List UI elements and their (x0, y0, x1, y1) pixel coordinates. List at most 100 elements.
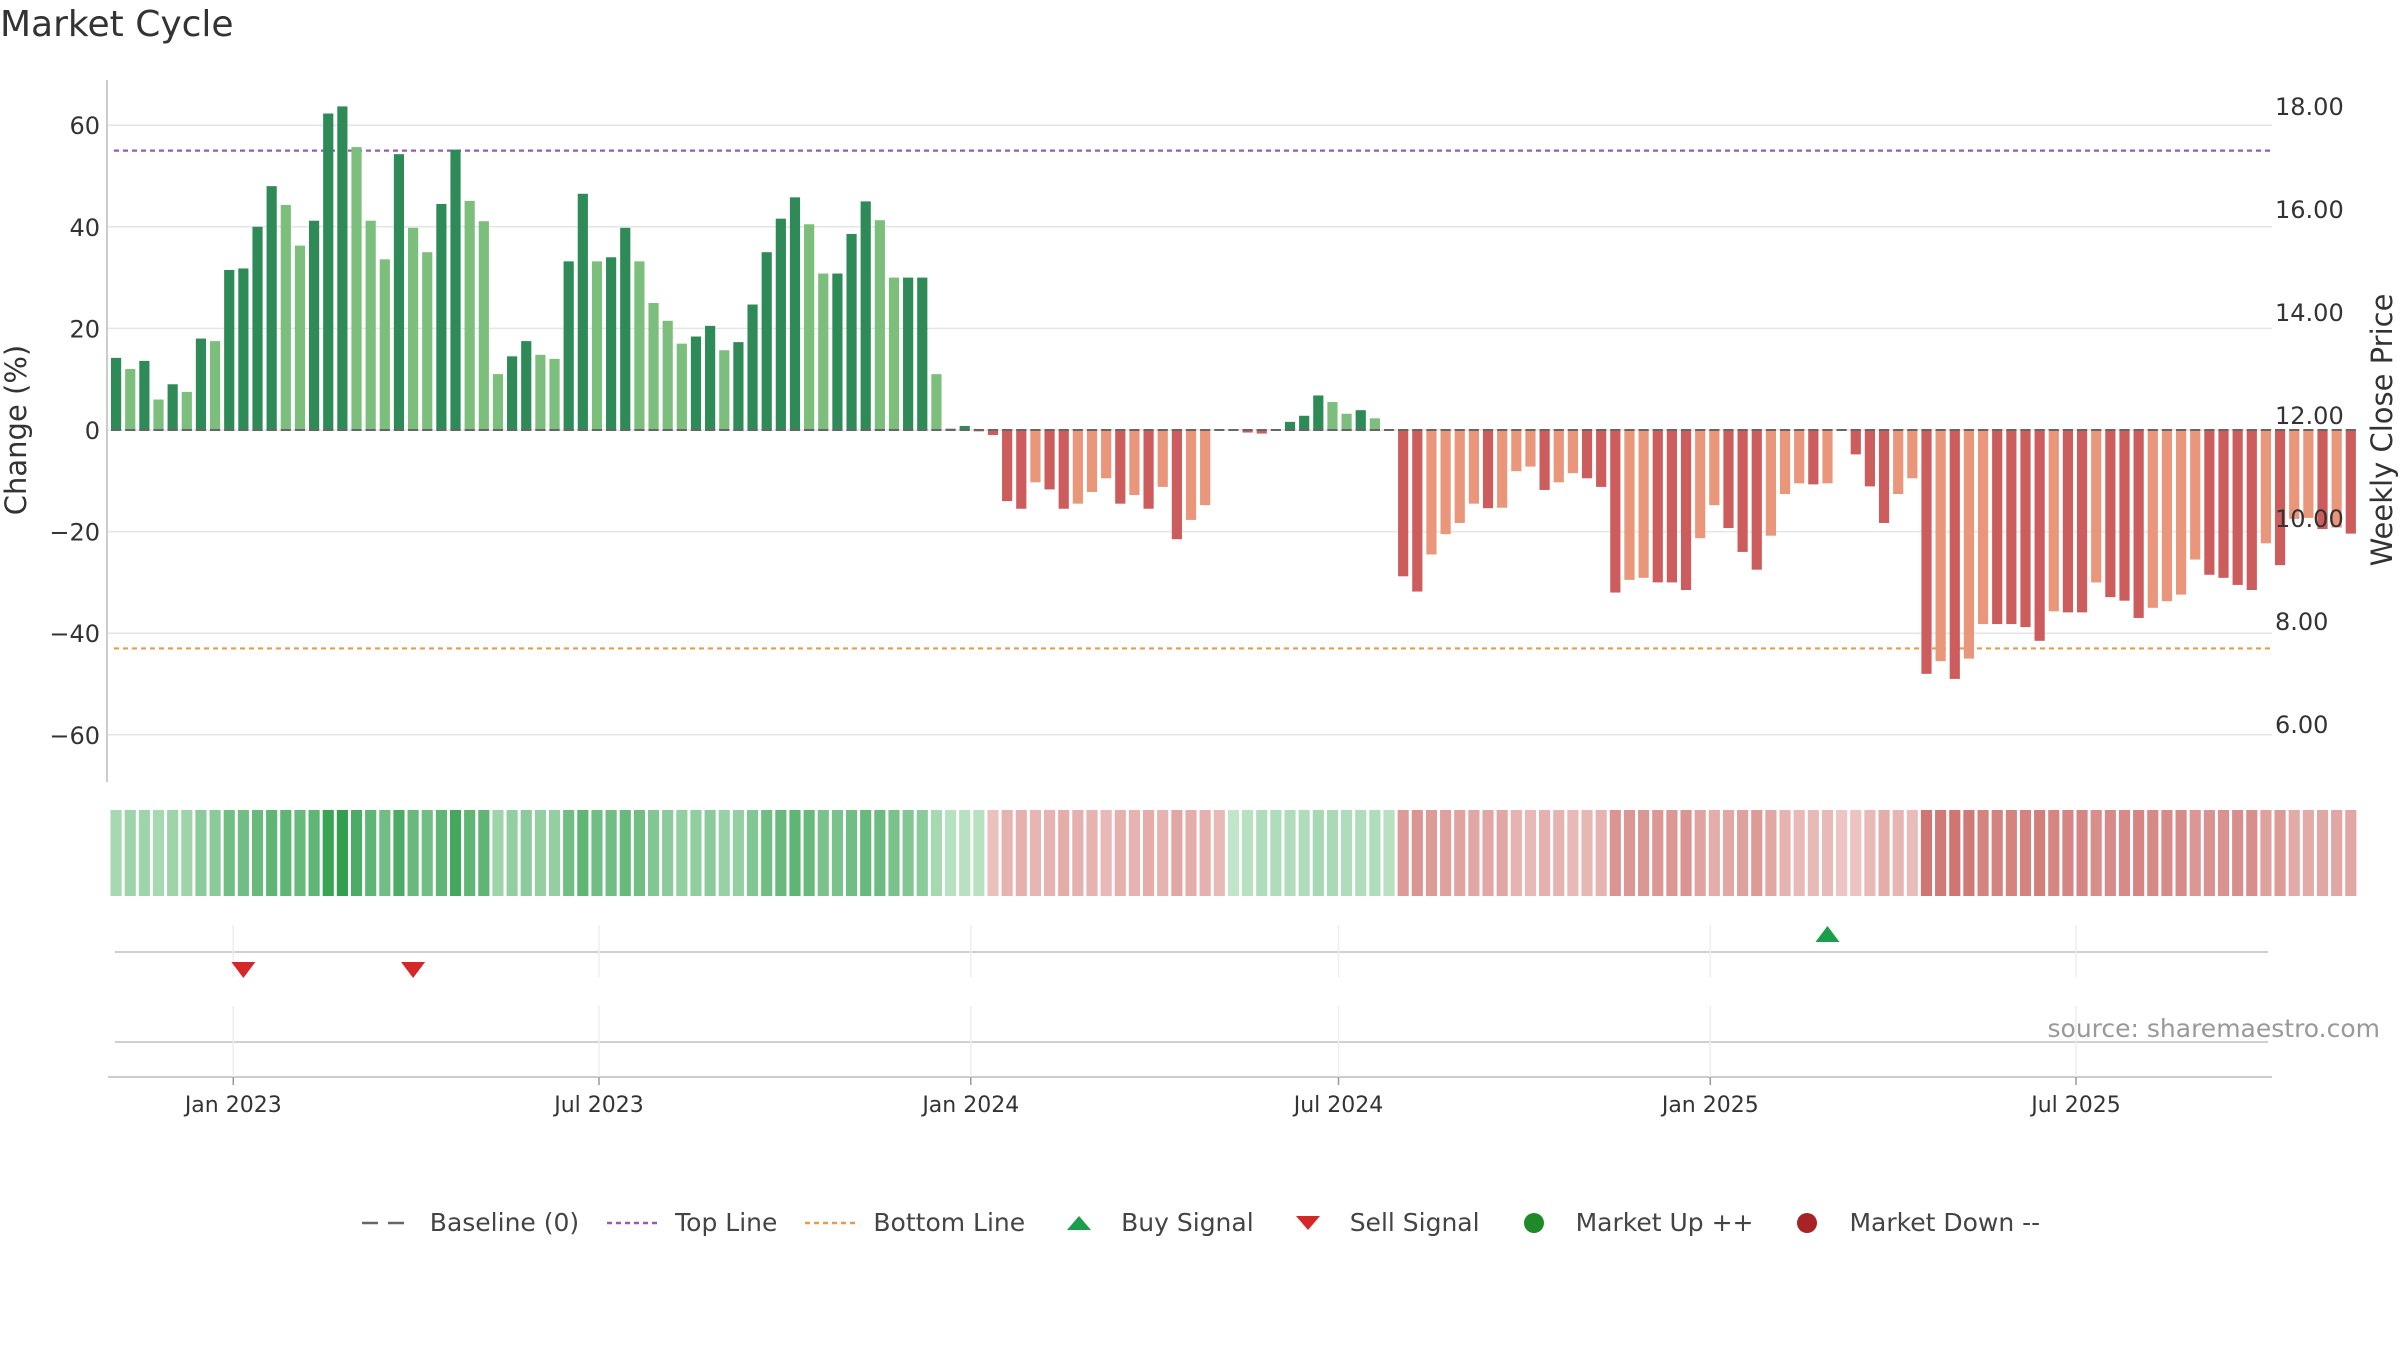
chart-title: Market Cycle (0, 4, 234, 45)
heat-cell (2147, 810, 2159, 896)
change-bar (2062, 430, 2074, 613)
heat-cell (732, 810, 744, 896)
change-bar (2232, 430, 2243, 585)
heat-cell (1821, 810, 1834, 896)
heat-cell (1623, 810, 1636, 896)
change-bar (2105, 430, 2116, 598)
heat-cell (421, 810, 433, 896)
heat-cell (1270, 810, 1282, 896)
change-bar (1412, 430, 1423, 592)
change-bar (747, 304, 758, 430)
x-tick-label: Jul 2023 (552, 1093, 644, 1118)
change-bar (2034, 430, 2045, 641)
y-tick-label: −40 (49, 620, 100, 648)
change-bar (2020, 430, 2031, 628)
heat-cell (1694, 810, 1706, 896)
change-bar (832, 273, 843, 430)
heat-cell (1058, 810, 1070, 896)
cycle-heatmap-strip (110, 810, 2357, 896)
heat-cell (619, 810, 631, 896)
change-bar (676, 343, 687, 430)
change-bar (266, 186, 277, 430)
y2-tick-label: 8.00 (2275, 608, 2328, 636)
change-bar (620, 227, 631, 430)
legend-item: Baseline (0) (360, 1208, 579, 1237)
change-bar (1638, 430, 1649, 578)
legend-symbol-icon (1797, 1212, 1818, 1233)
change-bar (337, 106, 348, 431)
change-bar (2303, 430, 2314, 518)
heat-cell (2019, 810, 2032, 896)
legend-symbol-icon (361, 1221, 414, 1224)
change-bar (549, 358, 560, 430)
change-bar (761, 252, 772, 430)
y2-axis-label: Weekly Close Price (2365, 294, 2399, 567)
change-bar (804, 224, 815, 430)
heat-cell (1355, 810, 1367, 896)
change-bar (1723, 430, 1734, 529)
heat-cell (138, 810, 150, 896)
change-bar (365, 220, 376, 430)
change-bar (521, 341, 532, 430)
heat-cell (167, 810, 179, 896)
change-bar (139, 360, 150, 430)
change-bar (1511, 430, 1522, 472)
change-bar (903, 277, 914, 430)
change-bar (2076, 430, 2088, 613)
heat-cell (2189, 810, 2201, 896)
y-tick-label: −60 (49, 722, 100, 750)
heat-cell (902, 810, 914, 896)
heat-cell (690, 810, 702, 896)
heat-cell (1256, 810, 1268, 896)
change-bar (464, 200, 475, 430)
heat-cell (181, 810, 193, 896)
sell-signal-marker (231, 962, 256, 978)
heat-cell (2274, 810, 2286, 896)
heat-cell (1482, 810, 1494, 896)
change-bar (1935, 430, 1946, 662)
heat-cell (973, 810, 985, 896)
heat-cell (1850, 810, 1862, 896)
change-bar (1794, 430, 1805, 484)
heat-cell (435, 810, 447, 896)
change-bar (535, 354, 546, 430)
heat-cell (1581, 810, 1593, 896)
heat-cell (2302, 810, 2314, 896)
heat-cell (2260, 810, 2272, 896)
legend-item: Market Down -- (1779, 1208, 2040, 1237)
legend-item: Bottom Line (803, 1208, 1025, 1237)
legend-label: Sell Signal (1349, 1208, 1480, 1237)
legend-label: Market Down -- (1849, 1208, 2041, 1237)
heat-cell (1666, 810, 1678, 896)
heat-cell (1086, 810, 1098, 896)
change-bar (1058, 430, 1069, 509)
heat-cell (209, 810, 221, 896)
change-bar (1567, 430, 1578, 474)
heat-cell (803, 810, 815, 896)
change-bar (1596, 430, 1607, 487)
heat-cell (761, 810, 773, 896)
change-bar (436, 203, 447, 430)
heat-cell (987, 810, 999, 896)
heat-cell (605, 810, 617, 896)
heat-cell (110, 810, 122, 896)
change-bar (860, 201, 871, 430)
change-bar (2175, 430, 2187, 595)
heat-cell (718, 810, 730, 896)
heat-cell (1128, 810, 1141, 896)
change-bar (209, 341, 221, 430)
change-bar (125, 369, 136, 430)
change-bar (1185, 430, 1197, 520)
heat-cell (1638, 810, 1650, 896)
legend-label: Baseline (0) (429, 1208, 580, 1237)
change-bar (1680, 430, 1692, 591)
heat-cell (1029, 810, 1042, 896)
change-bar (1808, 430, 1819, 485)
x-axis: Jan 2023 Jul 2023 Jan 2024 Jul 2024 Jan 2025… (183, 1077, 2121, 1118)
heat-cell (888, 810, 900, 896)
change-bar (606, 257, 617, 430)
change-bar (1468, 430, 1479, 504)
heat-cell (1157, 810, 1169, 896)
heat-cell (152, 810, 165, 896)
heat-cell (223, 810, 235, 896)
